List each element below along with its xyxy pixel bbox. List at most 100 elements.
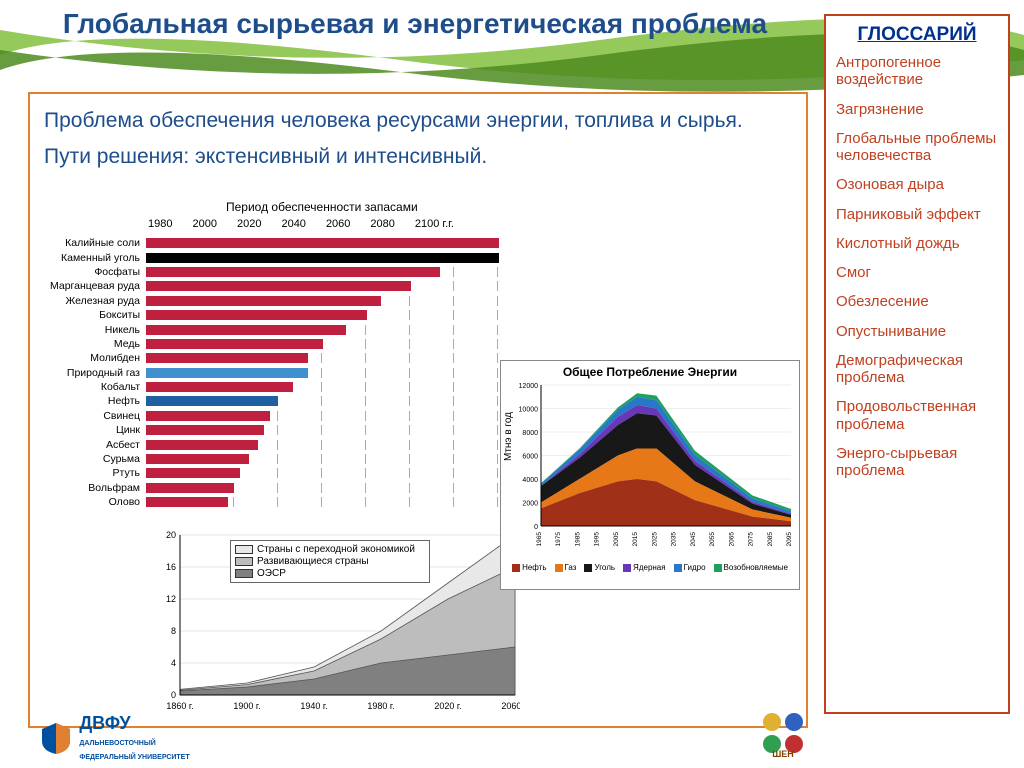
glossary-item[interactable]: Озоновая дыра — [836, 176, 998, 193]
reserves-bar-chart: Период обеспеченности запасами 198020002… — [26, 218, 516, 528]
bar-track — [146, 368, 516, 378]
bar-label: Природный газ — [26, 367, 146, 379]
bar-row: Природный газ — [26, 366, 516, 380]
svg-text:2075: 2075 — [748, 532, 755, 547]
svg-text:4: 4 — [171, 658, 176, 668]
svg-text:1860 г.: 1860 г. — [166, 701, 193, 711]
bar — [146, 296, 381, 306]
svg-text:2015: 2015 — [632, 532, 639, 547]
consumption-area-chart: 0481216201860 г.1900 г.1940 г.1980 г.202… — [140, 530, 520, 720]
svg-text:8000: 8000 — [522, 430, 538, 437]
svg-text:1985: 1985 — [574, 532, 581, 547]
legend-item: Страны с переходной экономикой — [235, 544, 425, 555]
bar-label: Олово — [26, 496, 146, 508]
bar — [146, 238, 499, 248]
glossary-item[interactable]: Загрязнение — [836, 101, 998, 118]
page-title: Глобальная сырьевая и энергетическая про… — [40, 8, 790, 40]
bar — [146, 253, 499, 263]
legend-item: Нефть — [512, 563, 546, 572]
shen-logo: ШЕН — [758, 708, 808, 758]
svg-text:4000: 4000 — [522, 477, 538, 484]
glossary-item[interactable]: Энерго-сырьевая проблема — [836, 445, 998, 480]
legend-item: Уголь — [584, 563, 615, 572]
bar-track — [146, 253, 516, 263]
svg-text:2055: 2055 — [709, 532, 716, 547]
bar — [146, 425, 264, 435]
intro-paragraph-1: Проблема обеспечения человека ресурсами … — [30, 94, 806, 139]
axis-tick-label: 2040 — [281, 218, 305, 230]
svg-text:2065: 2065 — [728, 532, 735, 547]
glossary-item[interactable]: Опустынивание — [836, 323, 998, 340]
bar-track — [146, 310, 516, 320]
glossary-item[interactable]: Продовольственная проблема — [836, 398, 998, 433]
bar — [146, 497, 228, 507]
bar-track — [146, 238, 516, 248]
bar — [146, 440, 258, 450]
axis-tick-label: 2020 — [237, 218, 261, 230]
svg-text:2085: 2085 — [767, 532, 774, 547]
bar-label: Молибден — [26, 352, 146, 364]
stack-chart-legend: НефтьГазУгольЯдернаяГидроВозобновляемые — [505, 563, 795, 572]
bar-track — [146, 396, 516, 406]
svg-text:2025: 2025 — [651, 532, 658, 547]
svg-text:12000: 12000 — [519, 383, 539, 390]
bar-track — [146, 440, 516, 450]
logo-abbr: ДВФУ — [79, 713, 130, 733]
bar-track — [146, 325, 516, 335]
bar-row: Фосфаты — [26, 265, 516, 279]
svg-text:1975: 1975 — [555, 532, 562, 547]
svg-text:0: 0 — [171, 690, 176, 700]
svg-text:2035: 2035 — [671, 532, 678, 547]
glossary-item[interactable]: Смог — [836, 264, 998, 281]
bar-label: Свинец — [26, 410, 146, 422]
legend-item: Газ — [555, 563, 577, 572]
bar-row: Железная руда — [26, 294, 516, 308]
svg-text:2020 г.: 2020 г. — [434, 701, 461, 711]
glossary-item[interactable]: Парниковый эффект — [836, 206, 998, 223]
bar-row: Свинец — [26, 409, 516, 423]
svg-text:20: 20 — [166, 530, 176, 540]
glossary-item[interactable]: Антропогенное воздействие — [836, 54, 998, 89]
svg-text:ШЕН: ШЕН — [772, 749, 794, 758]
svg-text:6000: 6000 — [522, 454, 538, 461]
bar-label: Железная руда — [26, 295, 146, 307]
bar-label: Вольфрам — [26, 482, 146, 494]
legend-item: Возобновляемые — [714, 563, 788, 572]
axis-tick-label: 2080 — [370, 218, 394, 230]
bar-label: Марганцевая руда — [26, 280, 146, 292]
axis-tick-label: 2000 — [192, 218, 216, 230]
svg-text:10000: 10000 — [519, 407, 539, 414]
bar-row: Ртуть — [26, 466, 516, 480]
svg-text:16: 16 — [166, 562, 176, 572]
legend-item: Развивающиеся страны — [235, 556, 425, 567]
bar-label: Фосфаты — [26, 266, 146, 278]
glossary-item[interactable]: Обезлесение — [836, 293, 998, 310]
bar-label: Ртуть — [26, 467, 146, 479]
glossary-item[interactable]: Глобальные проблемы человечества — [836, 130, 998, 165]
glossary-item[interactable]: Демографическая проблема — [836, 352, 998, 387]
bar-chart-x-axis: 1980200020202040206020802100 г.г. — [148, 218, 454, 230]
stack-chart-title: Общее Потребление Энергии — [505, 365, 795, 379]
bar-label: Цинк — [26, 424, 146, 436]
logo-line1: ДАЛЬНЕВОСТОЧНЫЙ — [79, 740, 155, 747]
svg-text:1940 г.: 1940 г. — [300, 701, 327, 711]
bar-row: Медь — [26, 337, 516, 351]
bar-row: Марганцевая руда — [26, 279, 516, 293]
bar — [146, 483, 234, 493]
axis-tick-label: 1980 — [148, 218, 172, 230]
glossary-title: ГЛОССАРИЙ — [836, 24, 998, 46]
bar — [146, 339, 323, 349]
glossary-item[interactable]: Кислотный дождь — [836, 235, 998, 252]
bar-label: Сурьма — [26, 453, 146, 465]
svg-text:1900 г.: 1900 г. — [233, 701, 260, 711]
bar-row: Асбест — [26, 437, 516, 451]
glossary-panel: ГЛОССАРИЙ Антропогенное воздействие Загря… — [824, 14, 1010, 714]
svg-text:1980 г.: 1980 г. — [367, 701, 394, 711]
bar-track — [146, 339, 516, 349]
university-logo: ДВФУ ДАЛЬНЕВОСТОЧНЫЙ ФЕДЕРАЛЬНЫЙ УНИВЕРС… — [40, 713, 190, 762]
bar — [146, 325, 346, 335]
logo-line2: ФЕДЕРАЛЬНЫЙ УНИВЕРСИТЕТ — [79, 754, 189, 761]
svg-text:12: 12 — [166, 594, 176, 604]
bar-track — [146, 425, 516, 435]
svg-text:2045: 2045 — [690, 532, 697, 547]
